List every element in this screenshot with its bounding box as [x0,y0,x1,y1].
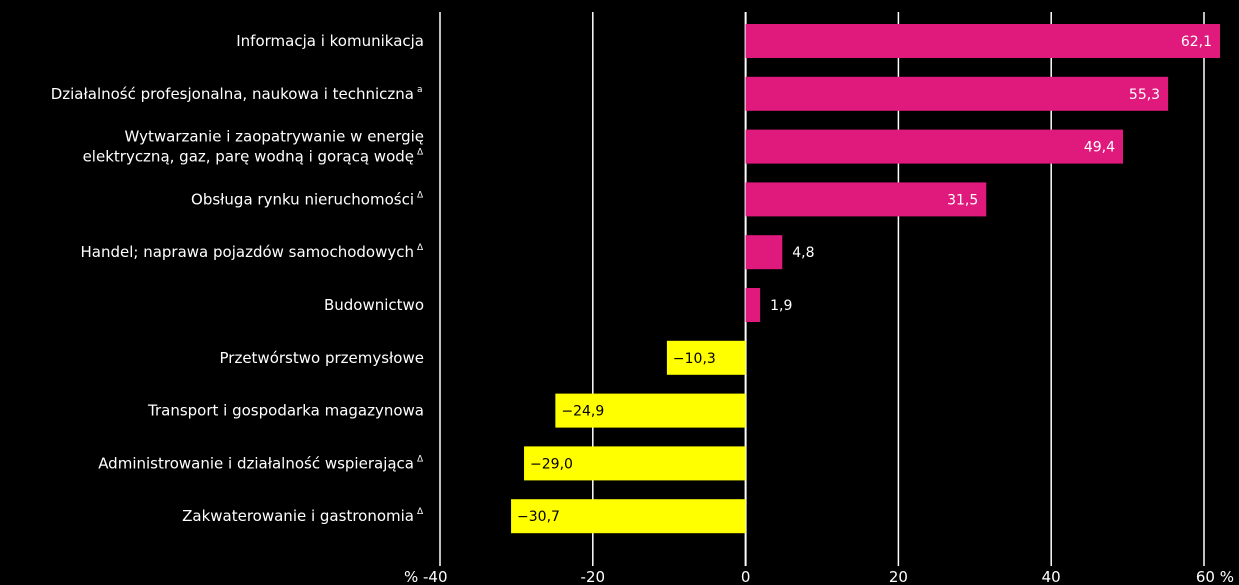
category-note-marker: a [417,85,423,95]
data-label: −29,0 [530,456,573,472]
data-labels: 62,1 55,3 49,4 31,5 4,8 1,9 −10,3 −24,9 −29,0 −30… [517,34,1212,525]
data-label: −30,7 [517,509,560,525]
category-label: Zakwaterowanie i gastronomia [182,507,414,525]
tick-label: % -40 [404,568,448,585]
data-label: 31,5 [947,192,978,208]
data-label: 49,4 [1084,140,1115,156]
data-label: 62,1 [1181,34,1212,50]
data-label: 1,9 [770,298,792,314]
data-label: 4,8 [792,245,814,261]
category-label: Działalność profesjonalna, naukowa i tec… [51,85,414,103]
bar [745,76,1169,111]
bar [511,499,746,534]
bar [555,393,746,428]
bar [745,288,761,322]
x-axis-tick-labels: % -40 -20 0 20 40 60 % [404,568,1234,585]
data-label: −10,3 [673,351,716,367]
bar [745,24,1221,58]
bar [745,182,987,217]
category-label: Transport i gospodarka magazynowa [147,402,424,420]
bar [524,446,746,481]
data-label: −24,9 [561,404,604,420]
bar [666,340,746,375]
bar [745,235,783,270]
tick-label: 60 % [1196,568,1234,585]
category-note-marker: Δ [417,148,424,158]
category-label: Obsługa rynku nieruchomości [191,190,414,208]
bar [745,129,1124,164]
data-label: 55,3 [1129,87,1160,103]
category-label: Administrowanie i działalność wspierając… [98,454,414,472]
tick-label: 0 [741,568,751,585]
category-labels: Informacja i komunikacja Działalność prof… [51,32,424,525]
tick-label: 20 [889,568,908,585]
tick-label: -20 [581,568,606,585]
category-label: Budownictwo [324,296,424,314]
category-note-marker: Δ [417,190,424,200]
category-label: Przetwórstwo przemysłowe [220,349,425,367]
category-note-marker: Δ [417,243,424,253]
category-label: Wytwarzanie i zaopatrywanie w energię [125,128,424,146]
category-note-marker: Δ [417,454,424,464]
category-label: elektryczną, gaz, parę wodną i gorącą wo… [83,148,414,166]
tick-label: 40 [1042,568,1061,585]
category-note-marker: Δ [417,507,424,517]
bars [511,24,1221,534]
category-label: Handel; naprawa pojazdów samochodowych [80,243,414,261]
category-label: Informacja i komunikacja [236,32,424,50]
